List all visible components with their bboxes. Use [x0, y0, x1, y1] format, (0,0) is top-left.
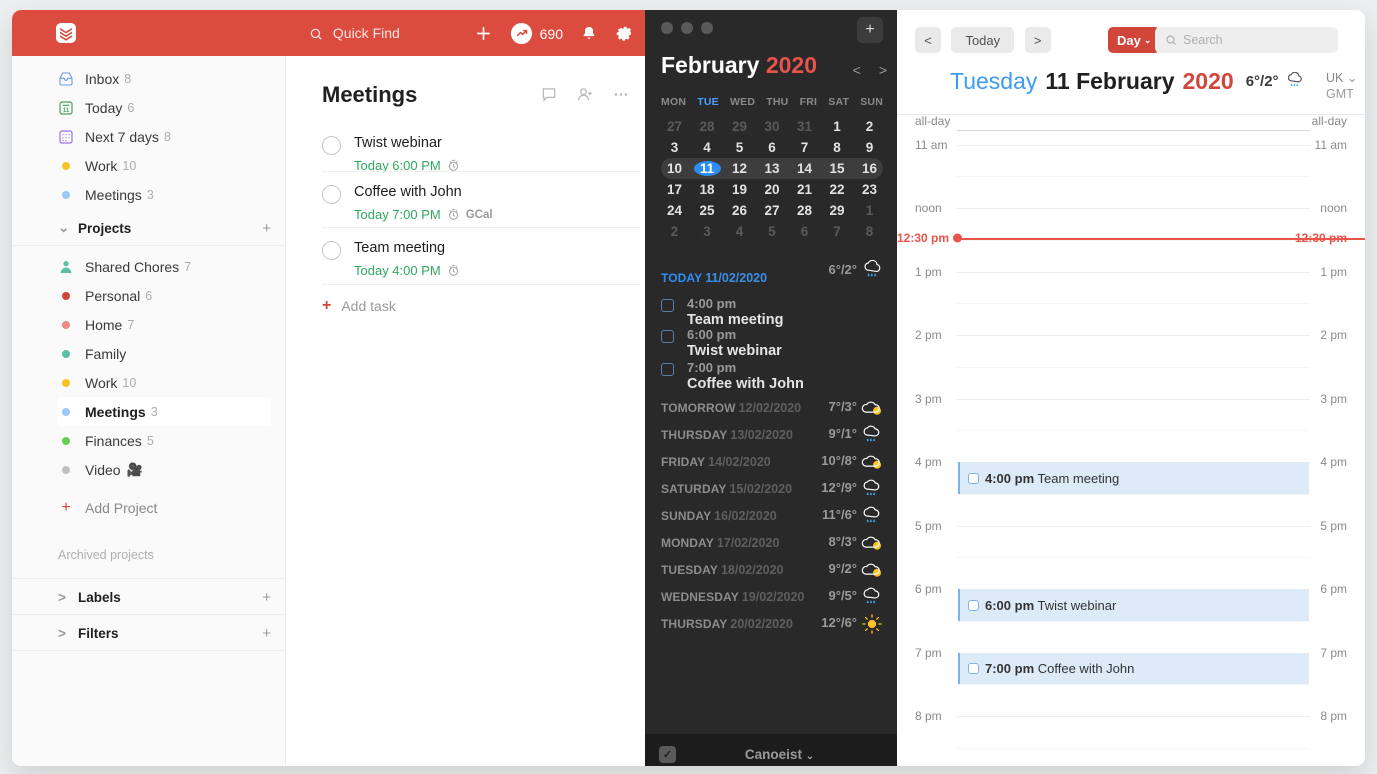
svg-text:11: 11 — [63, 108, 70, 114]
